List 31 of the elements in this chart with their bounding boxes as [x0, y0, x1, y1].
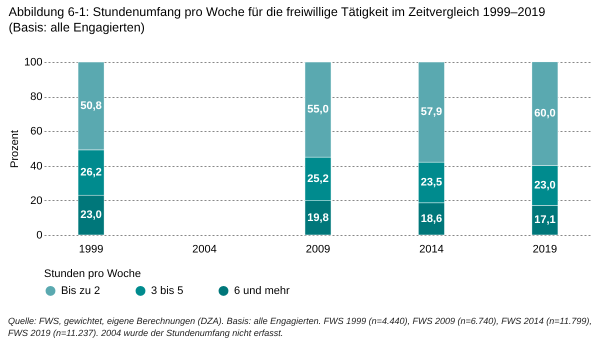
- chart-title: Abbildung 6-1: Stundenumfang pro Woche für die freiwillige Tätigkeit im Zeitvergleich 1999–2019: [8, 5, 546, 19]
- data-label: 23,0: [534, 180, 556, 192]
- data-label: 25,2: [307, 172, 329, 185]
- x-tick-label: 2009: [306, 244, 330, 256]
- y-tick-label: 60: [30, 126, 42, 138]
- x-tick-label: 2014: [419, 244, 444, 256]
- data-label: 19,8: [307, 212, 329, 224]
- y-axis-title: Prozent: [9, 130, 22, 168]
- legend-label: 3 bis 5: [151, 284, 184, 297]
- data-label: 23,0: [80, 209, 102, 222]
- source-note: Quelle: FWS, gewichtet, eigene Berechnungen (DZA). Basis: alle Engagierten. FWS 1999 (n=4.440), FWS 2009 (n=6.740), FWS 2014 (n=11.799), FWS 2019 (n=11.237). 2004 wurde der Stundenumfang nicht erfasst.: [7, 316, 593, 340]
- y-tick-label: 40: [30, 160, 42, 172]
- y-tick-label: 0: [36, 230, 42, 242]
- legend-title: Stunden pro Woche: [44, 268, 142, 280]
- legend-label: 6 und mehr: [234, 284, 290, 297]
- y-tick-label: 20: [30, 194, 42, 207]
- data-label: 57,9: [420, 106, 442, 118]
- data-label: 17,1: [534, 214, 556, 226]
- data-label: 50,8: [80, 100, 102, 112]
- data-label: 23,5: [420, 176, 442, 188]
- x-tick-label: 2004: [192, 244, 217, 256]
- y-tick-label: 100: [24, 56, 42, 68]
- legend-label: Bis zu 2: [61, 284, 100, 297]
- x-tick-label: 2019: [532, 244, 558, 256]
- chart-subtitle: (Basis: alle Engagierten): [8, 20, 145, 34]
- data-label: 55,0: [307, 104, 329, 116]
- data-label: 18,6: [420, 212, 442, 225]
- data-label: 60,0: [534, 108, 556, 120]
- y-tick-label: 80: [30, 91, 42, 104]
- data-label: 26,2: [80, 166, 102, 179]
- x-tick-label: 1999: [78, 244, 104, 256]
